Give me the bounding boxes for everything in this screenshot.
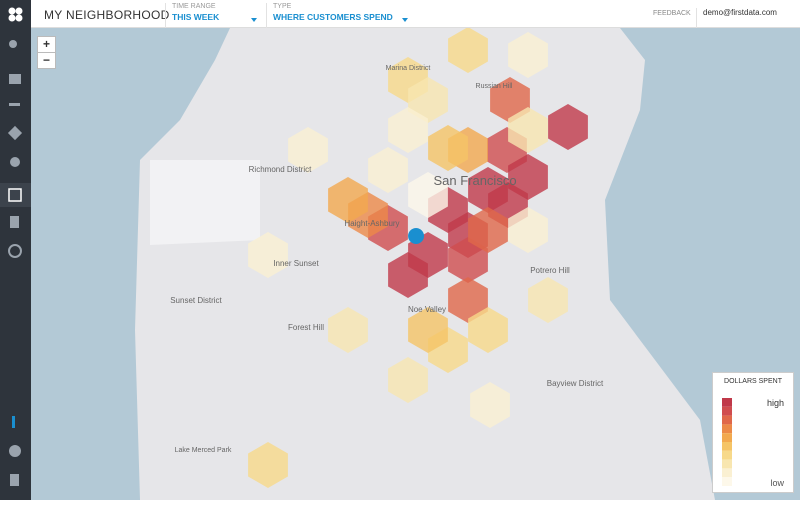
type-filter[interactable]: TYPE WHERE CUSTOMERS SPEND — [266, 3, 416, 28]
scale-step — [722, 415, 732, 425]
map-label: Richmond District — [249, 165, 312, 174]
time-filter[interactable]: TIME RANGE THIS WEEK — [165, 3, 265, 28]
nav-icon[interactable] — [10, 216, 19, 228]
map-label: Russian Hill — [476, 83, 513, 90]
scale-step — [722, 459, 732, 469]
spend-hex — [448, 237, 488, 283]
nav-icon[interactable] — [12, 416, 15, 428]
nav-icon-active[interactable] — [8, 188, 22, 202]
spend-hex — [468, 307, 508, 353]
location-pin[interactable] — [408, 228, 425, 244]
spend-hex — [548, 104, 588, 150]
nav-icon[interactable] — [8, 244, 22, 258]
map-label: Sunset District — [170, 296, 222, 305]
spend-hex — [248, 232, 288, 278]
legend-title: DOLLARS SPENT — [724, 378, 782, 385]
spend-hex — [428, 125, 468, 171]
spend-hex — [408, 172, 448, 218]
top-bar: MY NEIGHBORHOOD TIME RANGE THIS WEEK TYP… — [0, 0, 800, 28]
map-label: Noe Valley — [408, 305, 446, 314]
scale-step — [722, 433, 732, 442]
nav-icon[interactable] — [9, 103, 20, 106]
nav-icon[interactable] — [7, 125, 23, 141]
spend-hex — [470, 382, 510, 428]
map-label: San Francisco — [433, 173, 516, 188]
map-label: Haight-Ashbury — [344, 219, 399, 228]
scale-step — [722, 477, 732, 486]
scale-step — [722, 398, 732, 407]
park — [150, 160, 260, 245]
map-label: Lake Merced Park — [175, 447, 232, 454]
spend-hex — [328, 307, 368, 353]
spend-hex — [490, 77, 530, 123]
zoom-in[interactable]: + — [37, 36, 56, 53]
filter-label: TIME RANGE — [172, 3, 216, 10]
nav-icon[interactable] — [10, 157, 20, 167]
spend-hex — [448, 27, 488, 73]
caret — [251, 18, 257, 22]
spend-hex — [508, 207, 548, 253]
nav-icon[interactable] — [9, 74, 21, 84]
nav-icon[interactable] — [9, 40, 17, 48]
scale-step — [722, 442, 732, 451]
spend-hex — [288, 127, 328, 173]
legend: DOLLARS SPENT high low — [712, 372, 794, 493]
spend-hex — [388, 252, 428, 298]
scale-step — [722, 468, 732, 478]
scale-step — [722, 424, 732, 434]
filter-value: WHERE CUSTOMERS SPEND — [273, 12, 393, 22]
page-title: MY NEIGHBORHOOD — [44, 8, 170, 22]
spend-hex — [248, 442, 288, 488]
scale-step — [722, 406, 732, 416]
spend-hex — [408, 307, 448, 353]
map-label: Bayview District — [547, 379, 604, 388]
filter-value: THIS WEEK — [172, 12, 220, 22]
user-menu[interactable]: demo@firstdata.com — [696, 8, 777, 28]
zoom-out[interactable]: − — [37, 52, 56, 69]
nav-icon[interactable] — [9, 445, 21, 457]
spend-hex — [368, 147, 408, 193]
map-label: Potrero Hill — [530, 266, 570, 275]
spend-hex — [508, 107, 548, 153]
legend-low: low — [770, 478, 784, 488]
legend-high: high — [766, 398, 784, 408]
map-label: Inner Sunset — [273, 259, 319, 268]
color-scale — [722, 398, 732, 486]
filter-label: TYPE — [273, 3, 292, 10]
map-label: Forest Hill — [288, 323, 324, 332]
map-label: Marina District — [386, 65, 431, 72]
scale-step — [722, 450, 732, 460]
caret — [402, 18, 408, 22]
spend-hex — [388, 107, 428, 153]
spend-hex — [408, 77, 448, 123]
spend-hex — [448, 277, 488, 323]
spend-hex — [468, 207, 508, 253]
nav-icon[interactable] — [10, 474, 19, 486]
spend-hex — [328, 177, 368, 223]
feedback[interactable]: FEEDBACK — [653, 10, 691, 17]
sidebar-icons — [0, 7, 31, 486]
spend-hex — [508, 32, 548, 78]
spend-hex — [528, 277, 568, 323]
sidebar — [0, 0, 31, 500]
spend-hex — [388, 357, 428, 403]
